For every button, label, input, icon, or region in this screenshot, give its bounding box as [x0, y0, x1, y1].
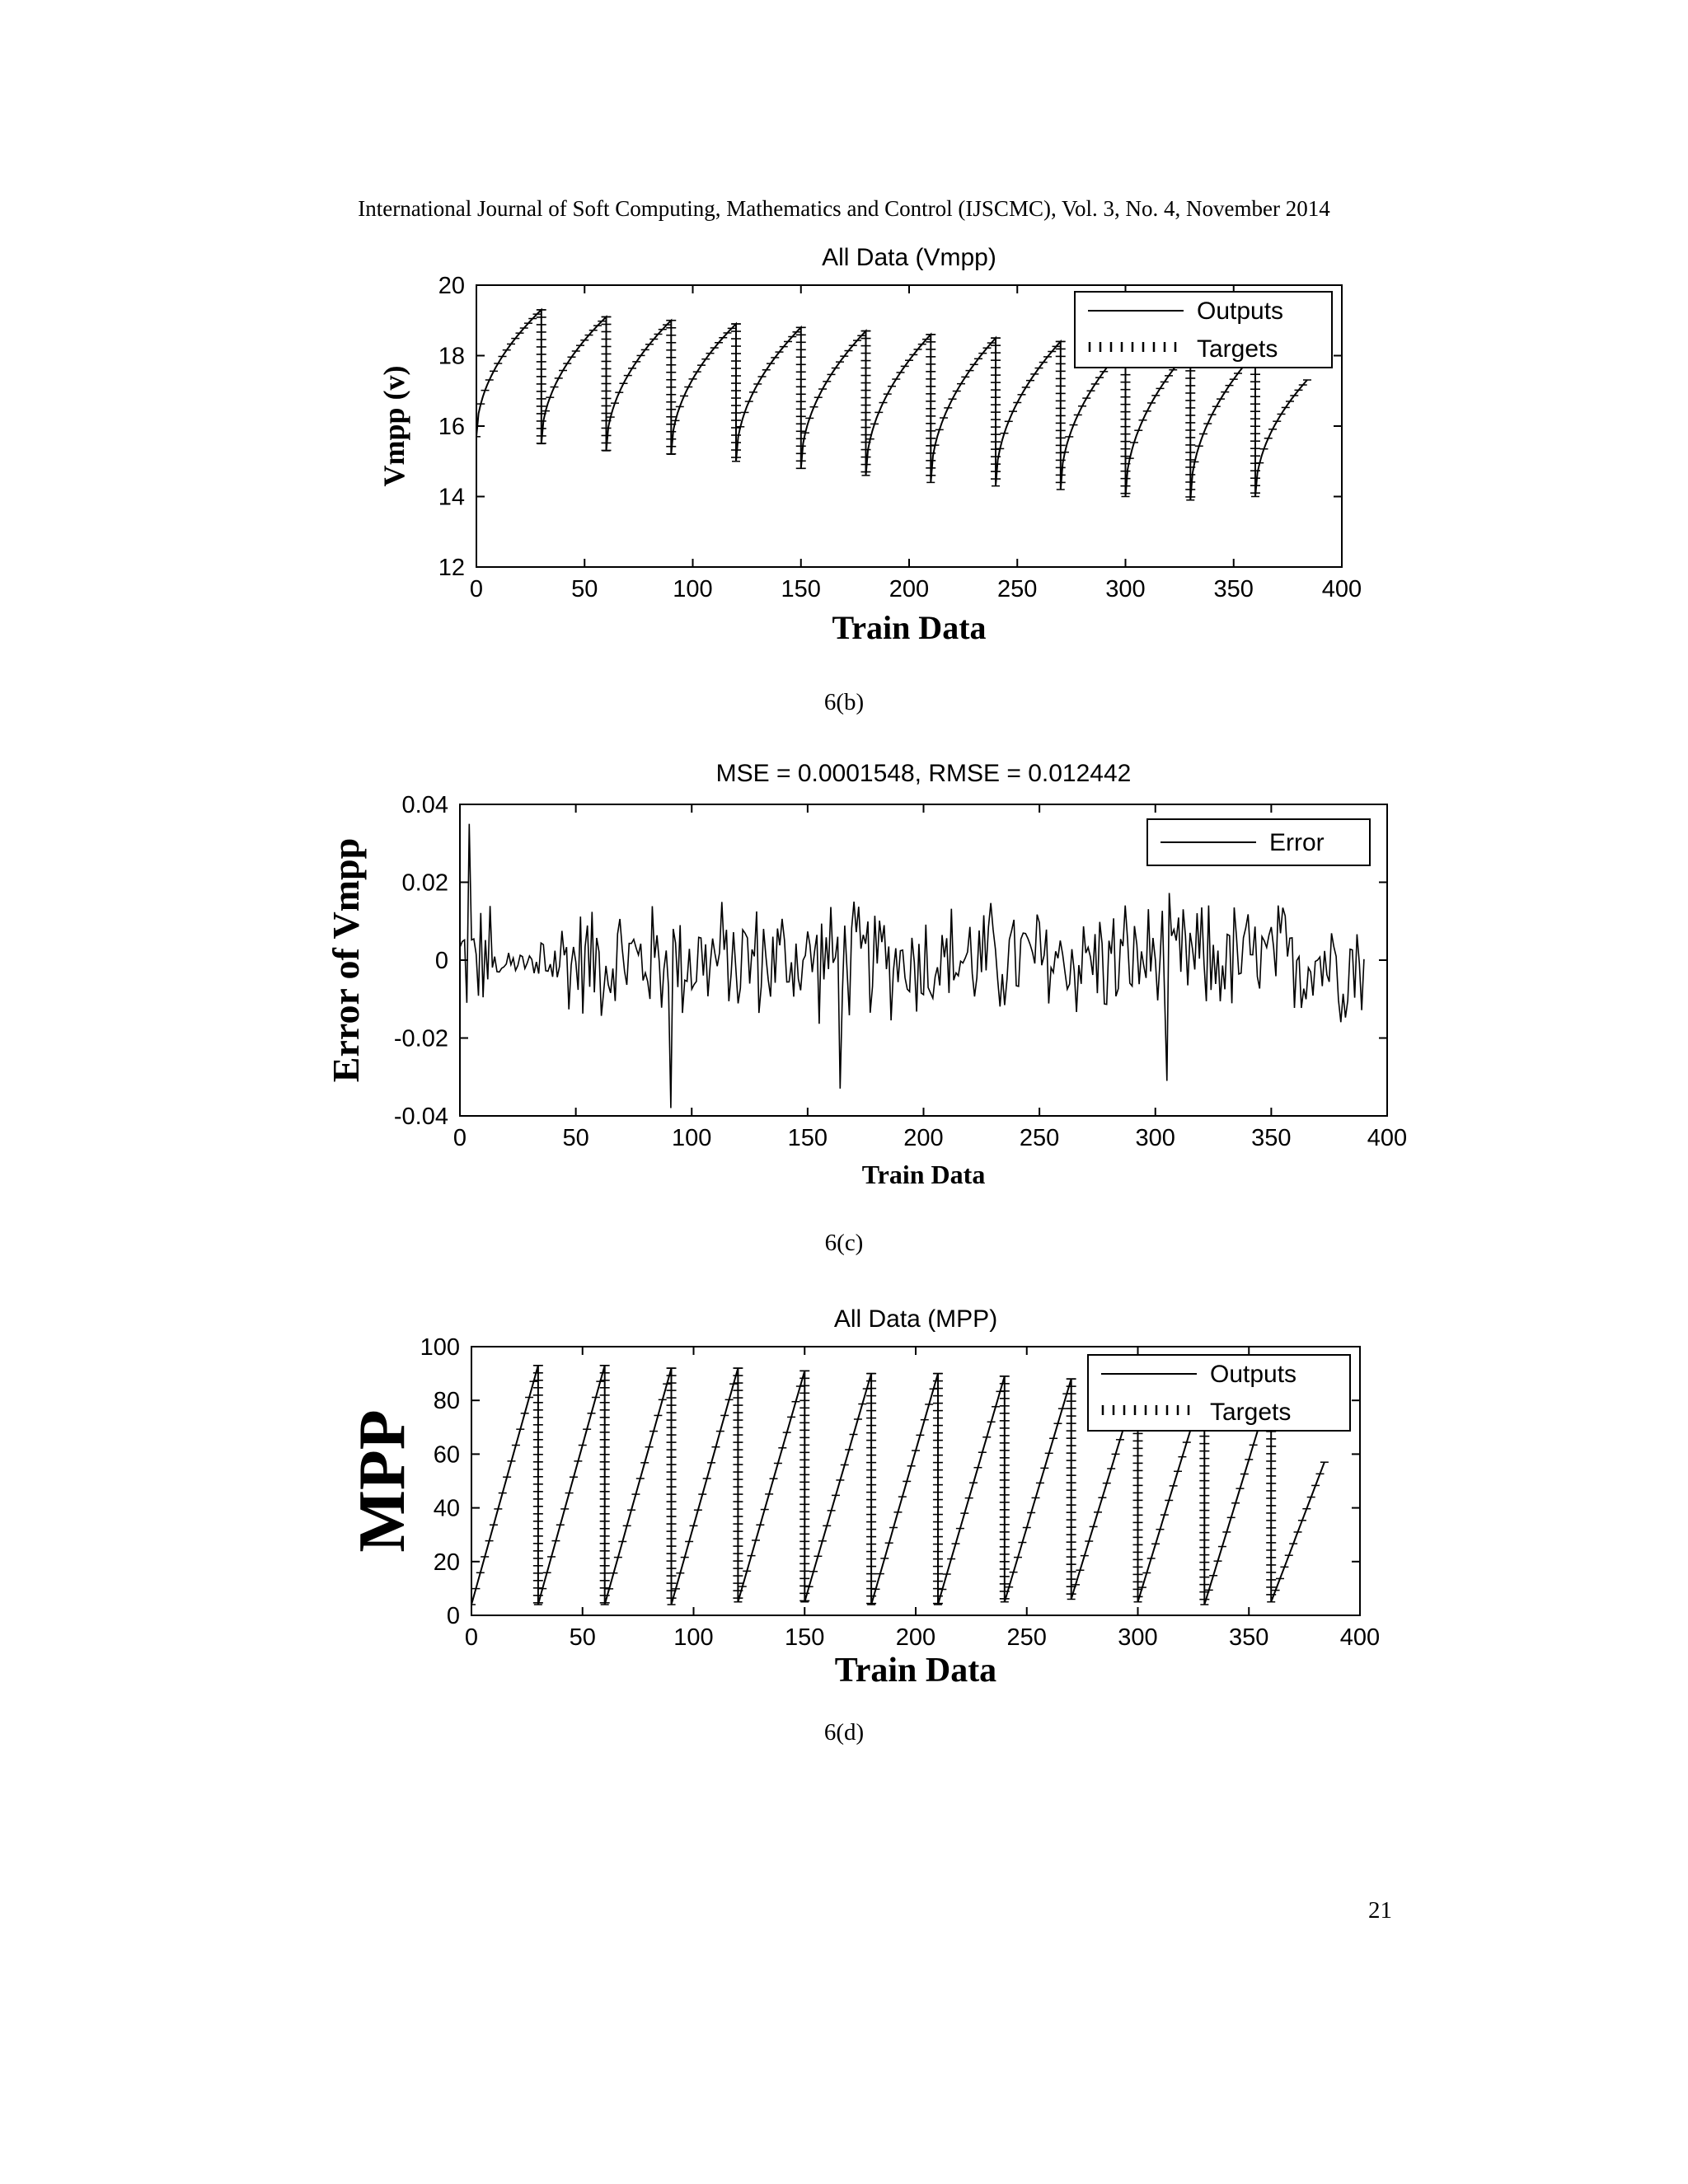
y-tick-label: 40 — [434, 1496, 460, 1522]
x-tick-label: 250 — [1007, 1624, 1047, 1651]
chart-title: All Data (Vmpp) — [822, 244, 996, 271]
x-tick-label: 100 — [673, 1624, 713, 1651]
x-axis-label: Train Data — [835, 1652, 996, 1690]
x-tick-label: 300 — [1136, 1125, 1175, 1151]
chart-title: MSE = 0.0001548, RMSE = 0.012442 — [716, 760, 1132, 787]
plot-area — [476, 307, 1311, 501]
legend-label-outputs: Outputs — [1197, 298, 1283, 325]
x-tick-label: 200 — [889, 576, 929, 602]
chart-title: All Data (MPP) — [834, 1305, 997, 1333]
x-tick-label: 200 — [896, 1624, 935, 1651]
y-tick-label: 0.04 — [402, 792, 448, 818]
vmpp-chart: All Data (Vmpp) 0 50 100 150 200 250 300 350 400 1… — [377, 244, 1362, 646]
y-tick-label: 60 — [434, 1441, 460, 1468]
y-tick-label: 0 — [435, 948, 448, 974]
x-tick-label: 300 — [1118, 1624, 1157, 1651]
caption-6c: 6(c) — [824, 1230, 864, 1256]
x-tick-label: 400 — [1322, 576, 1362, 602]
y-tick-label: 12 — [438, 555, 465, 581]
legend-box — [1087, 1354, 1351, 1432]
x-tick-label: 150 — [781, 576, 821, 602]
legend-label-error: Error — [1269, 829, 1325, 856]
outputs-line — [476, 307, 1308, 500]
y-tick-label: 18 — [438, 344, 465, 370]
caption-6d: 6(d) — [823, 1719, 865, 1746]
y-tick-label: 0 — [447, 1603, 460, 1629]
y-tick-label: 80 — [434, 1388, 460, 1414]
x-tick-label: 150 — [788, 1125, 828, 1151]
y-axis-label: Vmpp (v) — [377, 365, 410, 486]
y-axis-label: MPP — [346, 1409, 419, 1552]
x-axis-label: Train Data — [832, 609, 986, 646]
y-tick-label: -0.02 — [394, 1026, 448, 1052]
x-tick-label: 0 — [465, 1624, 478, 1651]
journal-header: International Journal of Soft Computing,… — [358, 196, 1330, 221]
y-tick-label: 16 — [438, 414, 465, 440]
legend-label-outputs: Outputs — [1210, 1361, 1296, 1388]
x-tick-label: 400 — [1340, 1624, 1380, 1651]
caption-6b: 6(b) — [823, 689, 865, 715]
x-tick-label: 350 — [1229, 1624, 1268, 1651]
y-axis-label: Error of Vmpp — [325, 838, 367, 1082]
x-tick-label: 100 — [673, 576, 712, 602]
x-tick-label: 0 — [453, 1125, 467, 1151]
y-tick-label: -0.04 — [394, 1104, 448, 1130]
y-tick-label: 20 — [438, 273, 465, 299]
error-line — [459, 823, 1365, 1108]
y-tick-label: 100 — [420, 1334, 460, 1361]
x-tick-label: 300 — [1105, 576, 1145, 602]
y-tick-label: 20 — [434, 1549, 460, 1576]
page-number: 21 — [1368, 1897, 1392, 1924]
mpp-chart: All Data (MPP) 0 50 100 150 200 250 300 350 400 0 2… — [346, 1305, 1380, 1690]
x-tick-label: 50 — [570, 1624, 596, 1651]
x-tick-label: 350 — [1251, 1125, 1291, 1151]
x-tick-label: 350 — [1214, 576, 1254, 602]
x-tick-label: 400 — [1367, 1125, 1407, 1151]
outputs-line — [471, 1365, 1325, 1605]
x-tick-label: 250 — [997, 576, 1037, 602]
legend-label-targets: Targets — [1197, 335, 1278, 363]
error-chart: MSE = 0.0001548, RMSE = 0.012442 0 50 100 15… — [325, 760, 1407, 1189]
x-tick-label: 250 — [1020, 1125, 1059, 1151]
legend-box — [1074, 291, 1333, 368]
x-axis-label: Train Data — [862, 1160, 986, 1189]
x-tick-label: 100 — [672, 1125, 711, 1151]
x-tick-label: 0 — [470, 576, 483, 602]
x-tick-label: 150 — [785, 1624, 824, 1651]
y-tick-label: 0.02 — [402, 870, 448, 897]
legend-label-targets: Targets — [1210, 1399, 1291, 1426]
y-tick-label: 14 — [438, 485, 465, 511]
x-tick-label: 50 — [562, 1125, 588, 1151]
x-tick-label: 50 — [571, 576, 598, 602]
x-tick-label: 200 — [903, 1125, 943, 1151]
